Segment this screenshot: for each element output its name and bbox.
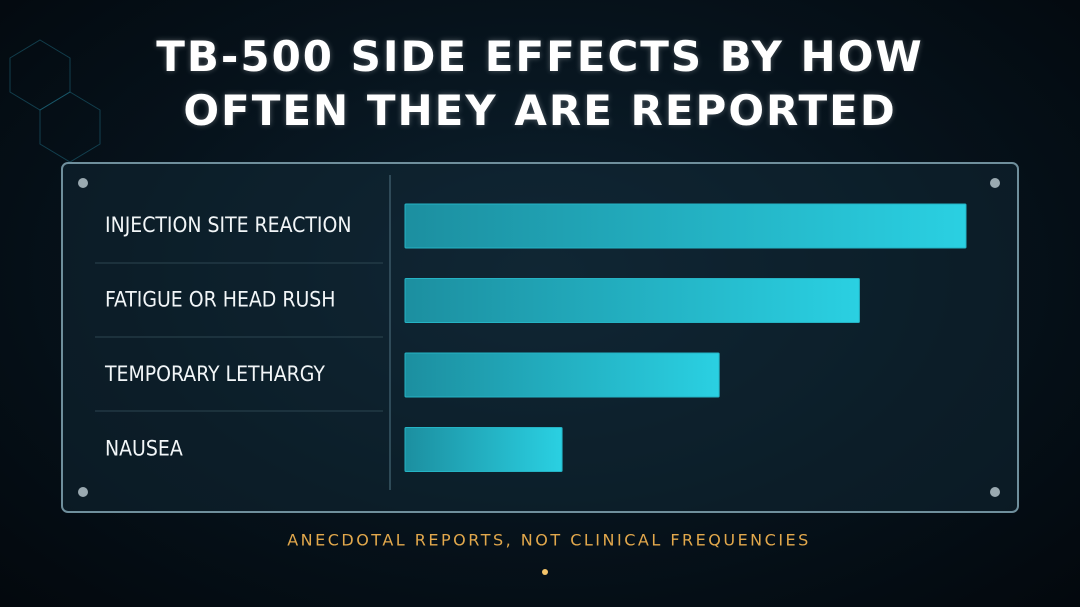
category-label: FATIGUE OR HEAD RUSH	[105, 288, 336, 312]
bar	[404, 352, 720, 398]
bar	[404, 203, 967, 249]
bar	[404, 427, 563, 472]
row-separators	[95, 262, 383, 412]
chart-title: TB-500 SIDE EFFECTS BY HOW OFTEN THEY AR…	[156, 32, 924, 135]
decoration	[9, 39, 101, 163]
annotation: ANECDOTAL REPORTS, NOT CLINICAL FREQUENC…	[287, 531, 811, 550]
panel	[61, 162, 1019, 513]
category-label: TEMPORARY LETHARGY	[104, 362, 325, 386]
category-label: NAUSEA	[105, 437, 183, 461]
screws	[78, 178, 1000, 497]
rule-dot	[542, 569, 548, 575]
bar	[404, 278, 860, 323]
category-label: INJECTION SITE REACTION	[105, 213, 351, 237]
